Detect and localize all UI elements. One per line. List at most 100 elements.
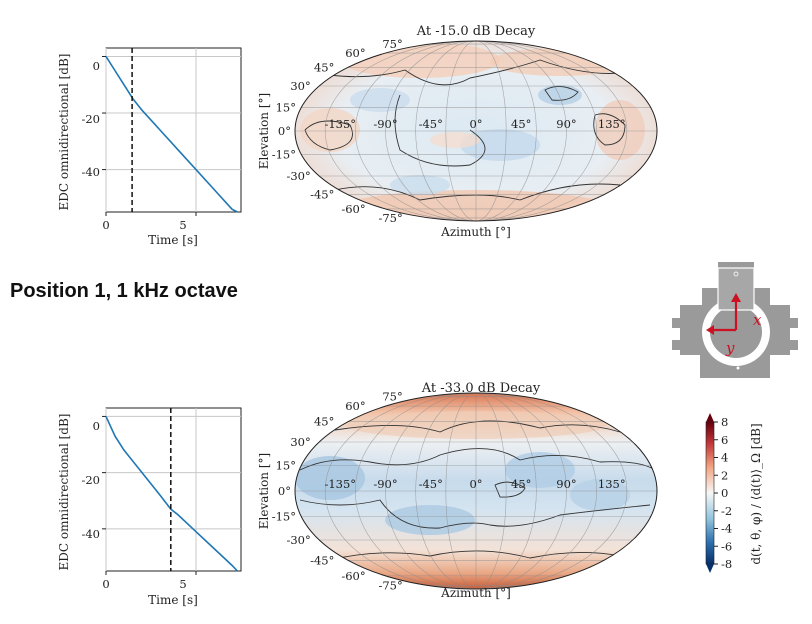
colorbar-bottom-arrow bbox=[706, 564, 714, 573]
latitude-tick-label: 30° bbox=[290, 435, 310, 449]
edc-plot-top: 0 5 0 -20 -40 Time [s] EDC omnidirection… bbox=[57, 47, 242, 247]
longitude-gridline bbox=[475, 41, 567, 221]
longitude-tick-label: 90° bbox=[556, 477, 576, 491]
longitude-gridline bbox=[385, 41, 477, 221]
latitude-tick-label: -45° bbox=[310, 553, 334, 567]
longitude-gridline bbox=[475, 41, 597, 221]
map-x-axis-label: Azimuth [°] bbox=[440, 586, 511, 600]
floorplan-inset: x y bbox=[672, 262, 798, 378]
y-tick-label: 0 bbox=[93, 419, 100, 433]
longitude-tick-label: -90° bbox=[373, 117, 397, 131]
x-tick-label: 5 bbox=[179, 577, 186, 591]
colorbar-tick-label: 0 bbox=[721, 486, 728, 500]
longitude-tick-label: -135° bbox=[324, 117, 356, 131]
longitude-tick-label: 135° bbox=[598, 117, 626, 131]
longitude-gridline bbox=[324, 393, 477, 589]
x-tick-label: 0 bbox=[102, 577, 109, 591]
map-boundary bbox=[294, 40, 658, 222]
latitude-tick-label: 15° bbox=[276, 459, 296, 473]
longitude-tick-label: -45° bbox=[419, 477, 443, 491]
longitude-gridline bbox=[415, 393, 477, 589]
map-boundary bbox=[294, 392, 658, 590]
colorbar-top-arrow bbox=[706, 413, 714, 422]
colorbar-tick-label: -2 bbox=[721, 504, 732, 518]
floorplan-x-label: x bbox=[753, 311, 762, 329]
latitude-tick-label: 30° bbox=[290, 79, 310, 93]
y-axis-label: EDC omnidirectional [dB] bbox=[57, 54, 71, 211]
longitude-gridline bbox=[445, 393, 477, 589]
longitude-tick-label: 0° bbox=[469, 117, 482, 131]
mollweide-map-top: At -15.0 dB Decay 75° 60° 45° 30° 15° 0° -15° -… bbox=[257, 24, 658, 239]
colorbar-label: d(t, θ, φ) / ⟨d(t)⟩_Ω [dB] bbox=[749, 423, 763, 564]
longitude-tick-label: 45° bbox=[511, 477, 531, 491]
longitude-tick-label: 135° bbox=[598, 477, 626, 491]
longitude-tick-label: 45° bbox=[511, 117, 531, 131]
longitude-gridline bbox=[445, 41, 477, 221]
y-tick-label: -20 bbox=[81, 112, 100, 126]
x-axis-label: Time [s] bbox=[148, 593, 198, 607]
longitude-gridline bbox=[475, 41, 507, 221]
colorbar-tick-label: -6 bbox=[721, 539, 732, 553]
latitude-tick-label: -15° bbox=[272, 509, 296, 523]
latitude-tick-label: -75° bbox=[378, 211, 402, 225]
longitude-tick-label: -90° bbox=[373, 477, 397, 491]
latitude-tick-label: -30° bbox=[286, 533, 310, 547]
latitude-tick-label: -60° bbox=[341, 569, 365, 583]
latitude-tick-label: 60° bbox=[345, 46, 365, 60]
map-y-axis-label: Elevation [°] bbox=[257, 453, 271, 529]
edc-series-line bbox=[105, 416, 238, 572]
heatmap-field bbox=[295, 41, 657, 221]
longitude-tick-label: 90° bbox=[556, 117, 576, 131]
colorbar-tick-label: 2 bbox=[721, 468, 728, 482]
longitude-gridline bbox=[415, 41, 477, 221]
latitude-tick-label: 75° bbox=[382, 389, 402, 403]
x-axis-label: Time [s] bbox=[148, 233, 198, 247]
latitude-tick-label: -15° bbox=[272, 147, 296, 161]
longitude-gridline bbox=[355, 41, 477, 221]
longitude-gridline bbox=[475, 393, 507, 589]
latitude-tick-label: 45° bbox=[314, 415, 334, 429]
map-y-axis-label: Elevation [°] bbox=[257, 93, 271, 169]
y-tick-label: -40 bbox=[81, 165, 100, 179]
longitude-tick-label: -135° bbox=[324, 477, 356, 491]
mollweide-map-bottom: At -33.0 dB Decay 75° 60° 45° 30° 15° 0° -15° -… bbox=[257, 381, 658, 600]
y-tick-label: -40 bbox=[81, 527, 100, 541]
edc-series-line bbox=[105, 56, 238, 213]
latitude-tick-label: 0° bbox=[278, 124, 291, 138]
colorbar-tick-label: 4 bbox=[721, 451, 728, 465]
latitude-tick-label: 45° bbox=[314, 60, 334, 74]
y-tick-label: 0 bbox=[93, 59, 100, 73]
longitude-gridline bbox=[475, 393, 628, 589]
map-x-axis-label: Azimuth [°] bbox=[440, 225, 511, 239]
latitude-tick-label: 60° bbox=[345, 399, 365, 413]
floorplan-y-label: y bbox=[725, 339, 735, 357]
longitude-gridline bbox=[475, 393, 567, 589]
map-title: At -15.0 dB Decay bbox=[416, 24, 536, 39]
colorbar-tick-label: -8 bbox=[721, 557, 732, 571]
longitude-gridline bbox=[475, 393, 597, 589]
latitude-tick-label: 75° bbox=[382, 37, 402, 51]
latitude-tick-label: 0° bbox=[278, 484, 291, 498]
edc-plot-bottom: 0 5 0 -20 -40 Time [s] EDC omnidirection… bbox=[57, 407, 242, 607]
y-tick-label: -20 bbox=[81, 473, 100, 487]
longitude-gridline bbox=[475, 41, 628, 221]
latitude-tick-label: -30° bbox=[286, 169, 310, 183]
edc-axes-frame bbox=[105, 47, 242, 213]
colorbar-bar bbox=[705, 421, 715, 565]
x-tick-label: 5 bbox=[179, 218, 186, 232]
colorbar-tick-label: -4 bbox=[721, 522, 732, 536]
heatmap-field bbox=[295, 393, 657, 589]
longitude-tick-label: 0° bbox=[469, 477, 482, 491]
latitude-tick-label: -60° bbox=[341, 202, 365, 216]
latitude-tick-label: -75° bbox=[378, 579, 402, 593]
longitude-gridline bbox=[475, 41, 537, 221]
latitude-tick-label: -45° bbox=[310, 188, 334, 202]
latitude-tick-label: 15° bbox=[276, 101, 296, 115]
longitude-gridline bbox=[355, 393, 477, 589]
x-tick-label: 0 bbox=[102, 218, 109, 232]
longitude-tick-label: -45° bbox=[419, 117, 443, 131]
longitude-gridline bbox=[475, 393, 537, 589]
y-axis-label: EDC omnidirectional [dB] bbox=[57, 414, 71, 571]
colorbar-tick-label: 6 bbox=[721, 433, 728, 447]
